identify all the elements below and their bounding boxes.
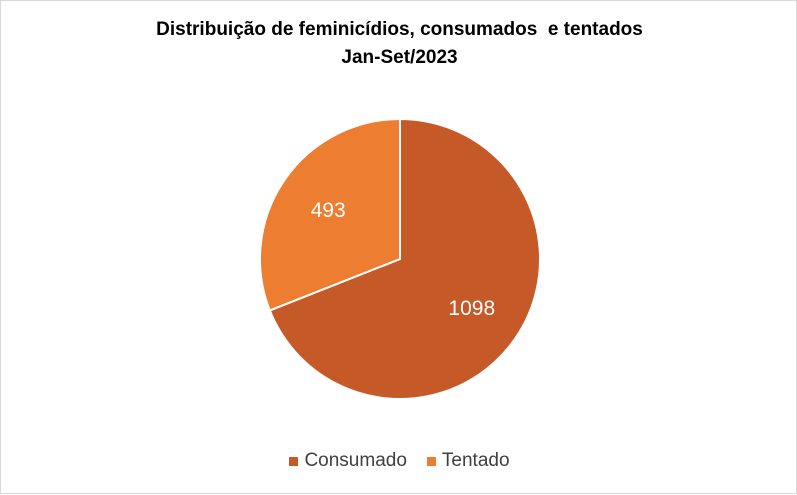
legend-label-consumado: Consumado — [304, 450, 407, 471]
data-label-tentado: 493 — [311, 199, 346, 222]
legend-swatch-consumado — [289, 456, 299, 466]
data-label-consumado: 1098 — [448, 297, 495, 320]
legend-item-tentado: Tentado — [426, 450, 510, 472]
legend-swatch-tentado — [426, 456, 436, 466]
pie-slice-tentado — [259, 117, 401, 312]
legend-item-consumado: Consumado — [289, 450, 407, 472]
chart-subtitle: Jan-Set/2023 — [341, 47, 458, 68]
chart-title-block: Distribuição de feminicídios, consumados… — [1, 16, 797, 72]
pie-slice-consumado — [268, 117, 541, 400]
chart-title: Distribuição de feminicídios, consumados… — [156, 19, 643, 40]
legend: Consumado Tentado — [1, 450, 797, 472]
legend-label-tentado: Tentado — [441, 450, 510, 471]
